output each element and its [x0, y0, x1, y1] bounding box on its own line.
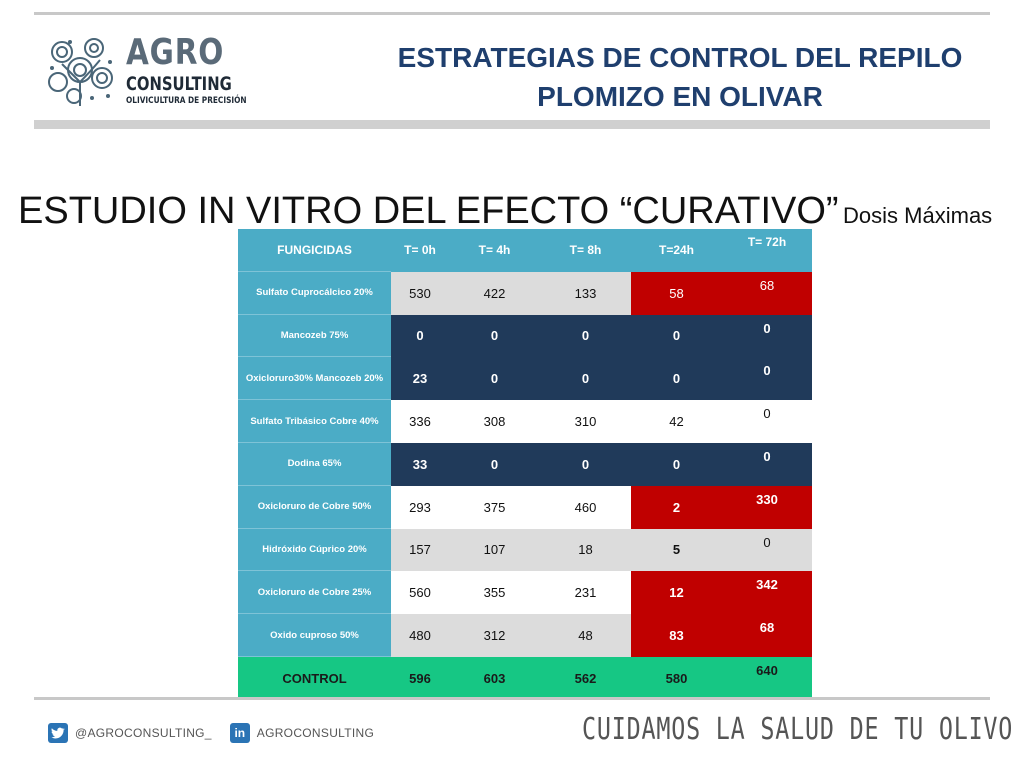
- table-row: Oxicloruro30% Mancozeb 20% 23 0 0 0 0: [238, 357, 812, 401]
- control-row: CONTROL 596 603 562 580 640: [238, 656, 812, 700]
- header-fungicidas: FUNGICIDAS: [238, 229, 391, 272]
- value-cell: 0: [449, 442, 540, 486]
- value-cell: 107: [449, 528, 540, 572]
- table-row: Sulfato Tribásico Cobre 40% 336 308 310 …: [238, 400, 812, 443]
- value-cell: 308: [449, 400, 540, 443]
- value-cell: 330: [722, 485, 812, 529]
- value-cell: 293: [391, 485, 449, 529]
- value-cell: 460: [540, 485, 631, 529]
- value-cell: 0: [722, 400, 812, 443]
- study-heading: ESTUDIO IN VITRO DEL EFECTO “CURATIVO” D…: [18, 190, 992, 233]
- fungicide-name: Oxido cuproso 50%: [238, 614, 391, 657]
- value-cell: 18: [540, 528, 631, 572]
- fungicide-name: Oxicloruro de Cobre 25%: [238, 571, 391, 615]
- logo-tagline: OLIVICULTURA DE PRECISIÓN: [126, 96, 247, 106]
- value-cell: 0: [631, 442, 722, 486]
- table-header-row: FUNGICIDAS T= 0h T= 4h T= 8h T=24h T= 72…: [238, 229, 812, 272]
- value-cell: 68: [722, 614, 812, 657]
- social-links: @AGROCONSULTING_ in AGROCONSULTING: [48, 720, 392, 746]
- table-row: Oxicloruro de Cobre 50% 293 375 460 2 33…: [238, 485, 812, 529]
- fungicide-name: Sulfato Tribásico Cobre 40%: [238, 400, 391, 443]
- value-cell: 530: [391, 271, 449, 315]
- table-row: Dodina 65% 33 0 0 0 0: [238, 442, 812, 486]
- value-cell: 0: [722, 528, 812, 572]
- value-cell: 336: [391, 400, 449, 443]
- twitter-handle[interactable]: @AGROCONSULTING_: [75, 726, 212, 740]
- value-cell: 640: [722, 656, 812, 700]
- header-t4: T= 4h: [449, 229, 540, 272]
- table-row: Sulfato Cuprocálcico 20% 530 422 133 58 …: [238, 271, 812, 315]
- fungicide-name: Hidróxido Cúprico 20%: [238, 528, 391, 572]
- study-subtitle: Dosis Máximas: [843, 203, 993, 228]
- results-table: FUNGICIDAS T= 0h T= 4h T= 8h T=24h T= 72…: [238, 229, 812, 700]
- value-cell: 355: [449, 571, 540, 615]
- value-cell: 603: [449, 656, 540, 700]
- value-cell: 33: [391, 442, 449, 486]
- value-cell: 0: [631, 357, 722, 401]
- twitter-icon[interactable]: [48, 723, 68, 743]
- value-cell: 0: [631, 314, 722, 358]
- value-cell: 375: [449, 485, 540, 529]
- logo-consulting-text: CONSULTING: [126, 73, 232, 95]
- table-row: Mancozeb 75% 0 0 0 0 0: [238, 314, 812, 358]
- value-cell: 12: [631, 571, 722, 615]
- agroconsulting-logo: AGRO CONSULTING OLIVICULTURA DE PRECISIÓ…: [44, 32, 247, 110]
- value-cell: 312: [449, 614, 540, 657]
- value-cell: 0: [540, 314, 631, 358]
- value-cell: 562: [540, 656, 631, 700]
- value-cell: 231: [540, 571, 631, 615]
- header-t0: T= 0h: [391, 229, 449, 272]
- page-title-line1: ESTRATEGIAS DE CONTROL DEL REPILO: [397, 42, 963, 73]
- top-rule: [34, 12, 990, 15]
- logo-agro-text: AGRO: [126, 32, 225, 73]
- value-cell: 0: [391, 314, 449, 358]
- value-cell: 0: [540, 357, 631, 401]
- value-cell: 580: [631, 656, 722, 700]
- value-cell: 2: [631, 485, 722, 529]
- value-cell: 0: [449, 357, 540, 401]
- page-title: ESTRATEGIAS DE CONTROL DEL REPILO PLOMIZ…: [380, 38, 980, 116]
- page-title-line2: PLOMIZO EN OLIVAR: [537, 81, 823, 112]
- fungicide-name: Dodina 65%: [238, 442, 391, 486]
- value-cell: 0: [540, 442, 631, 486]
- value-cell: 422: [449, 271, 540, 315]
- table-row: Hidróxido Cúprico 20% 157 107 18 5 0: [238, 528, 812, 572]
- linkedin-icon[interactable]: in: [229, 723, 250, 743]
- value-cell: 133: [540, 271, 631, 315]
- header-t72: T= 72h: [722, 229, 812, 272]
- linkedin-handle[interactable]: AGROCONSULTING: [256, 726, 375, 740]
- value-cell: 342: [722, 571, 812, 615]
- header-t8: T= 8h: [540, 229, 631, 272]
- control-label: CONTROL: [238, 656, 391, 700]
- table-row: Oxicloruro de Cobre 25% 560 355 231 12 3…: [238, 571, 812, 615]
- olive-tree-logo-icon: [44, 34, 116, 106]
- value-cell: 58: [631, 271, 722, 315]
- value-cell: 5: [631, 528, 722, 572]
- value-cell: 42: [631, 400, 722, 443]
- value-cell: 0: [722, 357, 812, 401]
- value-cell: 0: [449, 314, 540, 358]
- value-cell: 310: [540, 400, 631, 443]
- table-row: Oxido cuproso 50% 480 312 48 83 68: [238, 614, 812, 657]
- value-cell: 68: [722, 271, 812, 315]
- header-divider: [34, 120, 990, 129]
- fungicide-name: Mancozeb 75%: [238, 314, 391, 358]
- value-cell: 0: [722, 442, 812, 486]
- header-t24: T=24h: [631, 229, 722, 272]
- fungicide-name: Oxicloruro30% Mancozeb 20%: [238, 357, 391, 401]
- value-cell: 596: [391, 656, 449, 700]
- value-cell: 480: [391, 614, 449, 657]
- slogan: CUIDAMOS LA SALUD DE TU OLIVO: [582, 712, 1014, 747]
- fungicide-name: Sulfato Cuprocálcico 20%: [238, 271, 391, 315]
- fungicide-name: Oxicloruro de Cobre 50%: [238, 485, 391, 529]
- value-cell: 83: [631, 614, 722, 657]
- value-cell: 157: [391, 528, 449, 572]
- value-cell: 560: [391, 571, 449, 615]
- footer-rule: [34, 697, 990, 700]
- value-cell: 23: [391, 357, 449, 401]
- study-title: ESTUDIO IN VITRO DEL EFECTO “CURATIVO”: [18, 190, 839, 232]
- value-cell: 48: [540, 614, 631, 657]
- value-cell: 0: [722, 314, 812, 358]
